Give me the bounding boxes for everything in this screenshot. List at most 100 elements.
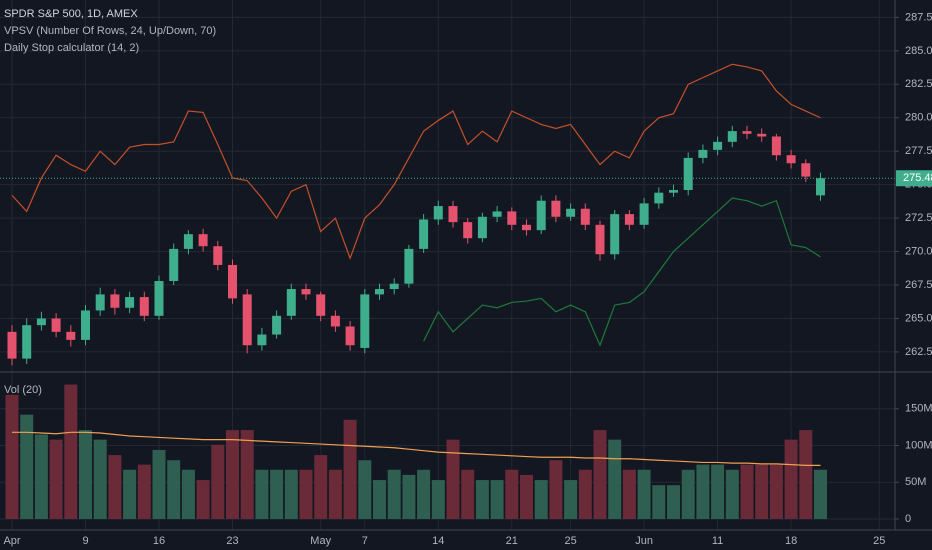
volume-bar [226,430,239,519]
volume-bar [137,464,151,519]
volume-bar [181,469,195,519]
indicator-line [423,197,821,347]
volume-bar [769,464,783,519]
candle-body [345,326,355,346]
candle-body [624,214,634,225]
volume-bar [475,480,489,519]
volume-bar [152,449,166,519]
indicator-line [11,63,821,261]
candle-body [757,133,767,137]
volume-bar [593,430,607,519]
candle-body [110,294,120,308]
volume-bar [711,464,725,519]
candle-body [786,155,796,164]
candle-body [522,224,531,231]
candle-body [654,192,664,204]
x-tick-label: May [310,535,331,547]
volume-bar [578,469,592,519]
x-tick-label: 14 [432,535,444,547]
volume-bar [667,485,680,519]
x-tick-label: 21 [506,535,518,547]
volume-bar [343,419,357,519]
volume-bar [549,460,563,519]
volume-bar [799,430,813,519]
candle-body [419,219,429,249]
volume-bar [784,439,798,519]
volume-bar [402,474,416,519]
candle-body [580,208,590,225]
y-tick-label: 280.00 [905,112,932,124]
candle-body [125,297,135,308]
candle-body [375,289,384,295]
last-price-box [896,170,932,187]
y-tick-label: 287.50 [905,11,932,23]
volume-bar [123,469,137,519]
candle-body [698,149,708,158]
volume-bar [505,469,519,519]
candle-body [228,264,237,299]
candle-body [536,200,546,231]
labels: SPDR S&P 500, 1D, AMEX VPSV (Number Of R… [3,8,932,547]
volume-bar [49,439,63,519]
volume-bar [622,469,636,519]
volume-bar [270,469,284,519]
candle-body [404,248,414,284]
volume-bar [564,480,578,519]
volume-bar [431,480,445,519]
candle-body [301,289,311,295]
volume-bar [314,455,328,519]
volume-bar [520,474,533,519]
volume-bar [167,460,181,519]
volume-bar [387,469,401,519]
x-tick-label: 18 [785,535,797,547]
candle-body [448,206,458,223]
y-tick-label: 267.50 [905,279,932,291]
volume-bar [211,444,225,519]
volume-title: Vol (20) [4,384,42,396]
candle-body [213,246,223,265]
x-tick-label: 16 [153,535,165,547]
volume-bar [446,439,460,519]
y-tick-label: 265.00 [905,312,932,324]
candle-body [477,216,487,239]
candle-body [492,211,502,217]
volume-bar [417,469,431,519]
candle-body [139,297,149,316]
candle-body [169,248,179,282]
volume-bar [79,430,92,519]
candle-body [81,310,90,340]
candle-body [36,318,46,326]
candle-body [242,294,252,346]
volume-bar [814,469,827,519]
y-tick-label: 50M [905,476,926,488]
y-tick-label: 100M [905,439,932,451]
candle-body [66,331,76,340]
volume-bar [461,469,475,519]
volume-bar [5,394,19,519]
volume-bar [755,464,769,519]
x-tick-label: 11 [712,535,723,547]
candle-body [433,206,443,220]
x-tick-label: Apr [3,535,20,547]
volume-bar [64,384,78,519]
candle-body [639,203,649,225]
volume-bar [608,439,622,519]
volume-bar [34,434,48,519]
x-tick-label: 7 [362,535,368,547]
volume-bar [652,485,666,519]
volume-bar [373,480,386,519]
last-price-label: 275.48 [903,172,932,184]
candle-body [816,178,825,196]
y-tick-label: 282.50 [905,78,932,90]
y-tick-label: 277.50 [905,145,932,157]
volume-bar [255,469,269,519]
volume-bar [284,469,298,519]
x-tick-label: 25 [873,535,885,547]
candle-body [610,214,620,255]
volume-bar [240,430,254,519]
candle-body [507,211,517,225]
volume-bar [681,469,695,519]
candle-body [22,325,32,359]
y-tick-label: 0 [905,513,911,525]
volume-bar [637,469,651,519]
